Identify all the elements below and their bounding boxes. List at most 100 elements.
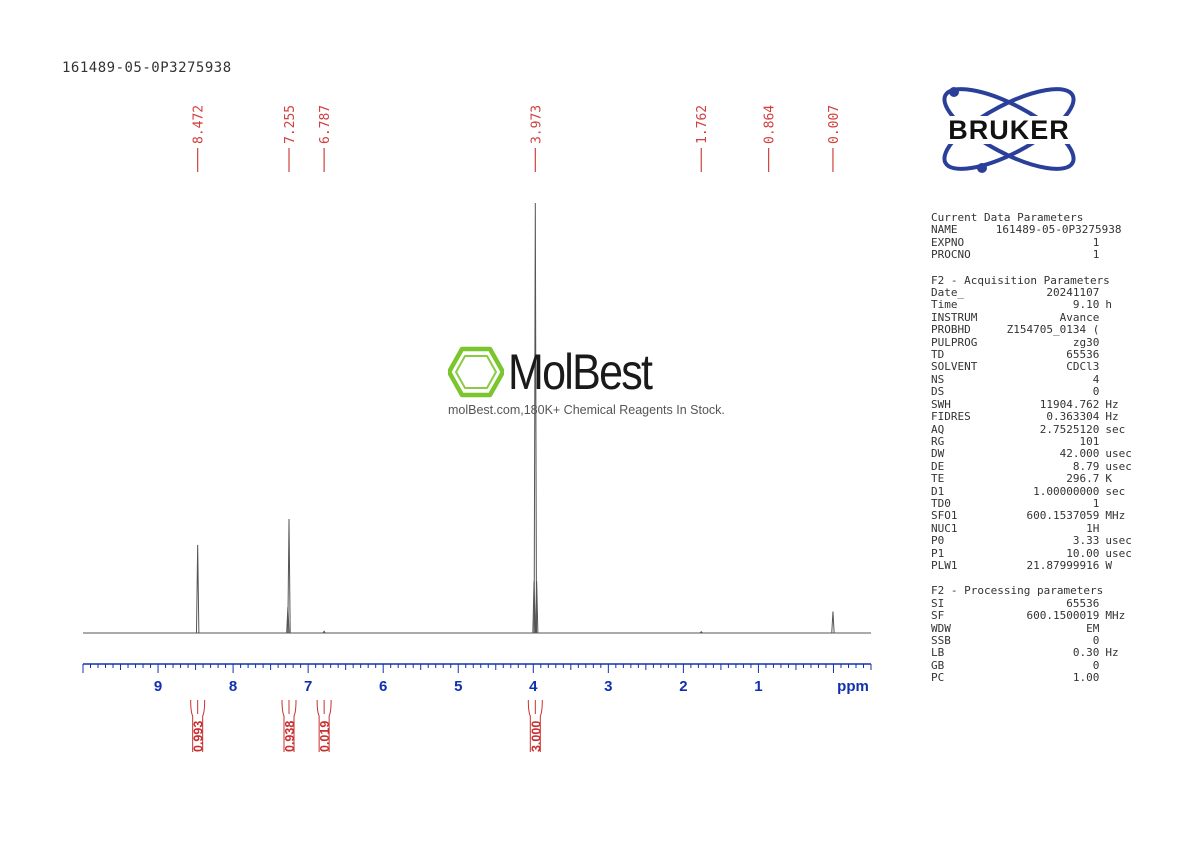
peak-label: 0.864 <box>763 105 778 144</box>
parameter-name: RG <box>931 434 945 448</box>
parameter-name: PULPROG <box>931 335 978 349</box>
parameter-row: SSB 0 <box>931 634 1141 647</box>
parameter-unit <box>1099 349 1141 361</box>
parameter-name: SSB <box>931 634 951 647</box>
integral-value: 0.993 <box>192 721 206 752</box>
parameter-value: Avance <box>1059 310 1100 324</box>
parameter-name: PROBHD <box>931 323 971 337</box>
parameter-section-title: F2 - Acquisition Parameters <box>931 273 1110 287</box>
parameter-value: 10.00 <box>1066 546 1100 560</box>
parameter-unit <box>1099 324 1141 336</box>
parameter-unit: MHz <box>1105 609 1126 623</box>
parameter-name: TE <box>931 472 945 486</box>
parameter-unit <box>1099 249 1141 261</box>
bruker-logo-text: BRUKER <box>948 115 1070 145</box>
parameter-name: DS <box>931 385 945 399</box>
parameter-row: NS 4 <box>931 372 1141 386</box>
parameter-unit: usec <box>1105 459 1132 473</box>
parameter-value: 1 <box>1092 496 1100 510</box>
parameter-value: 161489-05-0P3275938 <box>995 223 1122 237</box>
spectrum-peak <box>699 630 703 634</box>
parameter-row: NUC1 1H <box>931 521 1141 535</box>
integral-value: 0.938 <box>283 721 297 752</box>
spectrum-peak <box>533 202 538 634</box>
parameter-name: SWH <box>931 397 951 411</box>
peak-label: 6.787 <box>318 105 333 144</box>
parameter-unit: MHz <box>1105 509 1126 523</box>
parameter-value: 11904.762 <box>1039 397 1100 411</box>
parameter-value: 0 <box>1092 385 1100 399</box>
parameter-name: TD <box>931 348 945 362</box>
spectrum-peak <box>532 581 536 634</box>
parameter-value: 9.10 <box>1072 298 1100 312</box>
parameter-value: 4 <box>1092 372 1100 386</box>
parameter-unit: Hz <box>1105 410 1119 424</box>
parameter-row: GB 0 <box>931 659 1141 672</box>
spectrum-peak <box>322 630 326 634</box>
x-tick-label: 2 <box>679 678 687 695</box>
x-tick-label: 7 <box>304 678 312 695</box>
integral-value: 0.019 <box>318 721 332 752</box>
sample-id: 161489-05-0P3275938 <box>62 60 232 76</box>
parameter-unit <box>1099 361 1141 373</box>
parameter-unit: W <box>1105 558 1112 572</box>
parameter-row: DW 42.000 usec <box>931 447 1141 461</box>
parameter-row: PROCNO 1 <box>931 248 1141 262</box>
parameter-value: 1H <box>1086 521 1100 535</box>
spectrum-peak <box>287 519 291 634</box>
parameter-row: PROBHD Z154705_0134 ( <box>931 323 1141 337</box>
x-tick-label: 5 <box>454 678 462 695</box>
parameter-unit: sec <box>1105 484 1126 498</box>
parameter-row: Time 9.10 h <box>931 298 1141 312</box>
parameter-name: Time <box>931 298 958 312</box>
parameter-unit: Hz <box>1105 397 1119 411</box>
parameter-unit: usec <box>1105 447 1132 461</box>
parameter-name: INSTRUM <box>931 310 978 324</box>
parameter-row: DE 8.79 usec <box>931 459 1141 473</box>
parameter-unit: usec <box>1105 546 1132 560</box>
parameter-value: EM <box>1086 621 1100 635</box>
parameter-row: SI 65536 <box>931 596 1141 610</box>
parameter-name: P0 <box>931 534 945 548</box>
parameter-row: SOLVENT CDCl3 <box>931 360 1141 374</box>
parameter-row: TD 65536 <box>931 348 1141 362</box>
parameter-value: CDCl3 <box>1066 360 1100 374</box>
integral-bracket <box>190 699 194 752</box>
x-tick-label: 6 <box>379 678 387 695</box>
parameter-unit <box>1099 337 1141 349</box>
x-axis-label: ppm <box>837 678 869 695</box>
parameter-name: NS <box>931 372 945 386</box>
parameter-name: Date_ <box>931 286 965 300</box>
parameter-name: FIDRES <box>931 410 971 424</box>
parameter-unit: h <box>1105 298 1112 312</box>
parameter-value: 1 <box>1092 248 1100 262</box>
parameter-name: LB <box>931 646 945 660</box>
parameter-row: TE 296.7 K <box>931 472 1141 486</box>
parameter-row: WDW EM <box>931 621 1141 635</box>
parameter-row: FIDRES 0.363304 Hz <box>931 410 1141 424</box>
parameter-name: PLW1 <box>931 558 958 572</box>
parameter-unit <box>1099 623 1141 635</box>
parameter-value: 0 <box>1092 634 1100 647</box>
integral-bracket <box>527 699 531 752</box>
parameter-value: 1 <box>1092 235 1100 249</box>
parameter-name: AQ <box>931 422 945 436</box>
molbest-watermark: MolBest molBest.com,180K+ Chemical Reage… <box>448 343 748 417</box>
x-tick-label: 8 <box>229 678 237 695</box>
parameter-value: 65536 <box>1066 596 1100 610</box>
parameter-name: SI <box>931 596 945 610</box>
parameter-value: 2.7525120 <box>1039 422 1100 436</box>
parameter-name: PC <box>931 671 945 685</box>
spectrum-peak <box>286 607 290 634</box>
parameter-name: P1 <box>931 546 945 560</box>
parameter-value: 0.30 <box>1072 646 1100 660</box>
peak-label: 7.255 <box>283 105 298 144</box>
nmr-spectrum-chart: 8.472 7.255 6.787 3.973 1.762 0.864 0.007 9 8 7 6 5… <box>82 105 872 752</box>
parameter-row: NAME 161489-05-0P3275938 <box>931 223 1141 237</box>
x-tick-label: 4 <box>529 678 538 695</box>
parameter-section-title: F2 - Processing parameters <box>931 584 1104 598</box>
x-tick-label: 9 <box>154 678 162 695</box>
parameter-value: 1.00 <box>1072 671 1100 685</box>
parameter-row: P0 3.33 usec <box>931 534 1141 548</box>
parameter-name: DW <box>931 447 945 461</box>
